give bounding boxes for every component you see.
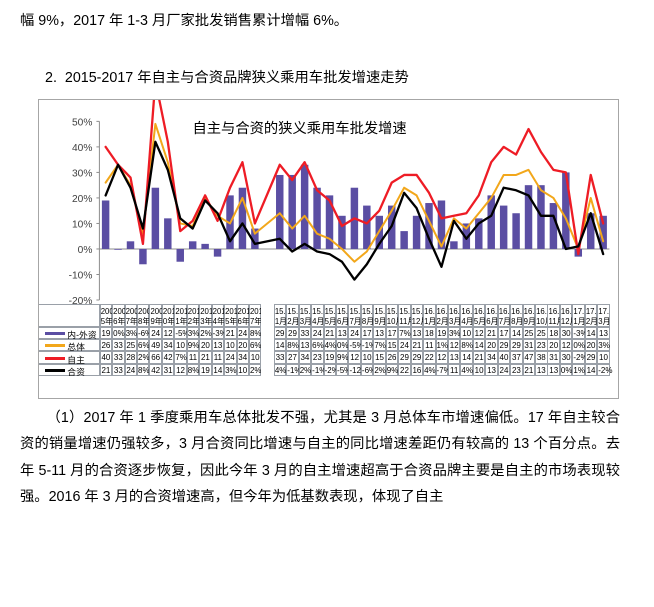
svg-text:10%: 10% [72,219,92,230]
svg-text:0%: 0% [78,245,93,256]
svg-text:20%: 20% [72,194,92,205]
svg-text:40%: 40% [72,143,92,154]
svg-text:50%: 50% [72,117,92,128]
svg-text:自主与合资的狭义乘用车批发增速: 自主与合资的狭义乘用车批发增速 [193,120,407,137]
svg-text:30%: 30% [72,168,92,179]
svg-text:-10%: -10% [69,270,93,281]
